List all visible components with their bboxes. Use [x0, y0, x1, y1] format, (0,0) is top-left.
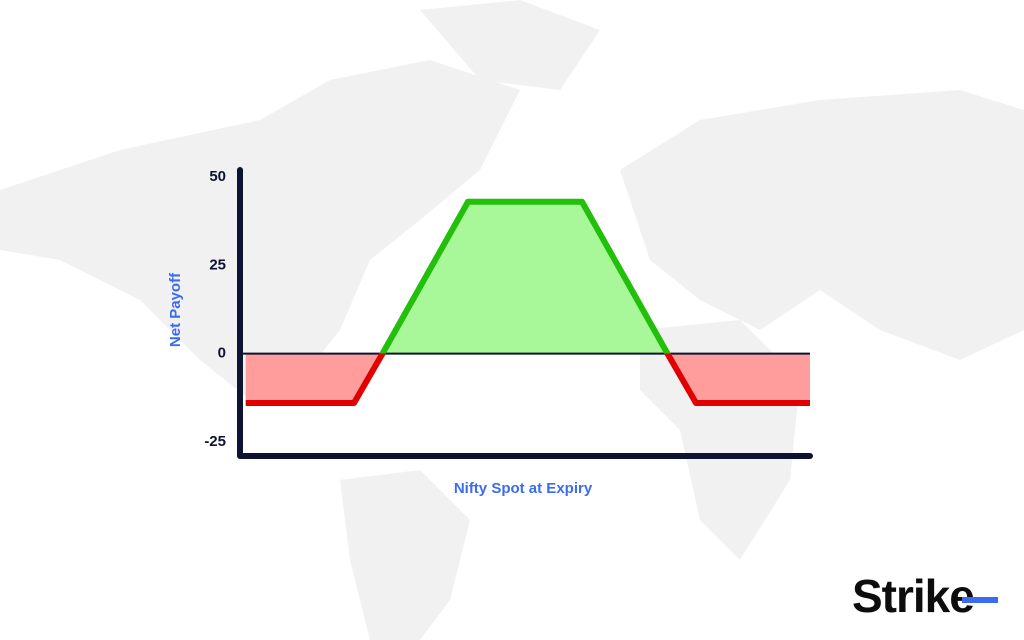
- logo: Strike: [852, 570, 974, 622]
- payoff-line-profit: [379, 198, 671, 354]
- y-tick-label: 0: [218, 345, 226, 362]
- logo-accent: [962, 597, 998, 603]
- y-tick-label: 50: [209, 168, 226, 185]
- profit-area: [382, 201, 668, 354]
- loss-area: [245, 353, 810, 404]
- y-axis-title: Net Payoff: [167, 272, 184, 347]
- y-tick-label: -25: [204, 433, 226, 450]
- payoff-line-loss: [245, 353, 810, 407]
- y-tick-label: 25: [209, 256, 226, 273]
- plot: 50 25 0 -25: [204, 167, 813, 459]
- x-axis-title: Nifty Spot at Expiry: [454, 480, 593, 497]
